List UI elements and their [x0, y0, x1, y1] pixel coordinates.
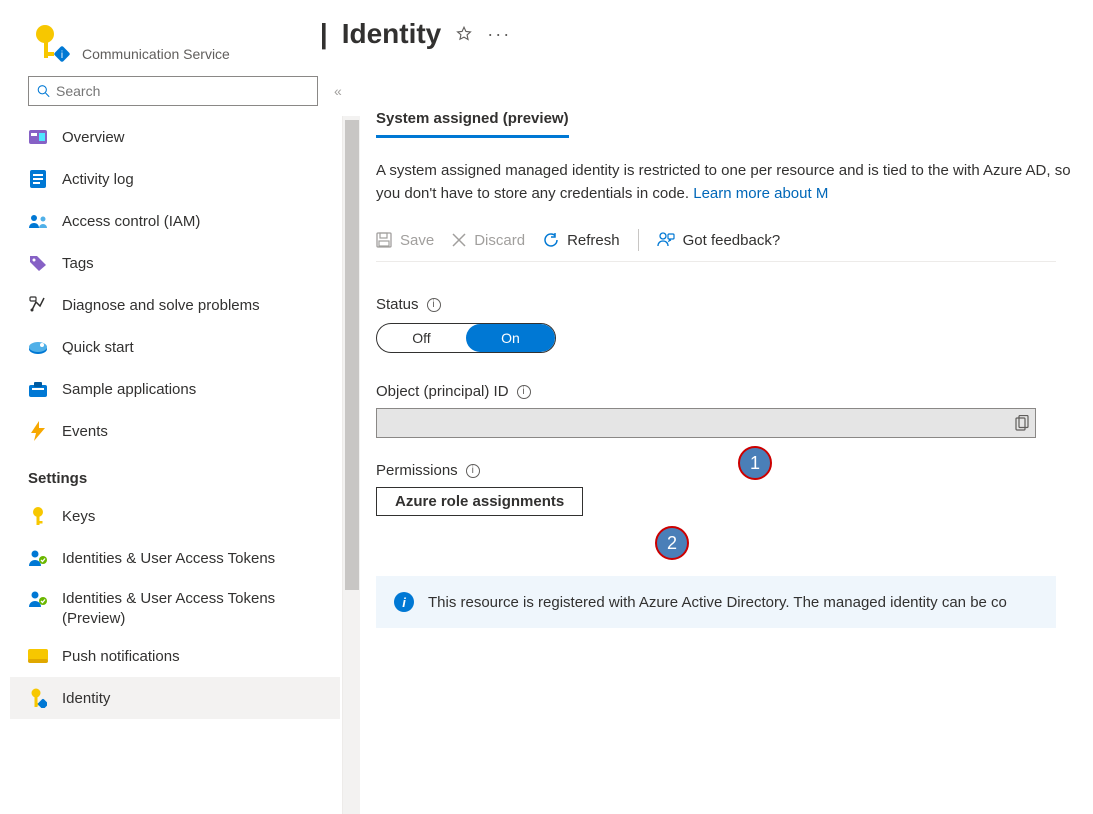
object-id-field: [376, 408, 1036, 438]
description-text: A system assigned managed identity is re…: [376, 160, 1076, 205]
sidebar-section-settings: Settings: [10, 452, 340, 495]
sidebar-item-sample-apps[interactable]: Sample applications: [10, 368, 340, 410]
callout-1: 1: [738, 446, 772, 480]
toolbar: Save Discard Refresh Got feedback?: [376, 229, 1056, 262]
favorite-star-icon[interactable]: [455, 25, 473, 43]
sidebar-item-label: Overview: [62, 129, 125, 146]
quickstart-icon: [28, 337, 48, 357]
info-banner: i This resource is registered with Azure…: [376, 576, 1056, 628]
sidebar-item-keys[interactable]: Keys: [10, 495, 340, 537]
service-key-icon: i: [30, 22, 70, 62]
feedback-label: Got feedback?: [683, 232, 781, 249]
sidebar-item-label: Identities & User Access Tokens: [62, 550, 275, 567]
refresh-icon: [543, 232, 559, 248]
sidebar-item-label: Identities & User Access Tokens (Preview…: [62, 589, 340, 628]
sidebar-item-activity-log[interactable]: Activity log: [10, 158, 340, 200]
status-toggle[interactable]: Off On: [376, 323, 556, 353]
feedback-button[interactable]: Got feedback?: [657, 232, 781, 249]
collapse-sidebar-icon[interactable]: «: [334, 83, 342, 99]
sidebar-item-events[interactable]: Events: [10, 410, 340, 452]
status-label: Status i: [376, 296, 1093, 313]
main-content: System assigned (preview) A system assig…: [360, 70, 1093, 814]
page-title: Identity: [342, 18, 442, 50]
identities-icon: [28, 548, 48, 568]
learn-more-link[interactable]: Learn more about M: [693, 185, 828, 202]
page-title-separator: |: [320, 18, 328, 50]
sidebar-item-label: Identity: [62, 690, 110, 707]
object-id-label: Object (principal) ID i: [376, 383, 1093, 400]
copy-icon[interactable]: [1015, 415, 1029, 431]
object-id-label-text: Object (principal) ID: [376, 383, 509, 400]
sidebar-item-label: Activity log: [62, 171, 134, 188]
tab-system-assigned[interactable]: System assigned (preview): [376, 110, 569, 138]
sidebar-item-label: Quick start: [62, 339, 134, 356]
sidebar-scrollbar[interactable]: ▲: [342, 116, 360, 814]
discard-label: Discard: [474, 232, 525, 249]
refresh-button[interactable]: Refresh: [543, 232, 620, 249]
sidebar-item-identities-tokens[interactable]: Identities & User Access Tokens: [10, 537, 340, 579]
sidebar-item-label: Events: [62, 423, 108, 440]
sidebar-item-identities-tokens-preview[interactable]: Identities & User Access Tokens (Preview…: [10, 579, 340, 635]
sidebar-item-quickstart[interactable]: Quick start: [10, 326, 340, 368]
feedback-icon: [657, 232, 675, 248]
search-input[interactable]: [56, 83, 309, 99]
toggle-on[interactable]: On: [466, 324, 555, 352]
permissions-label-text: Permissions: [376, 462, 458, 479]
status-label-text: Status: [376, 296, 419, 313]
activity-log-icon: [28, 169, 48, 189]
save-icon: [376, 232, 392, 248]
overview-icon: [28, 127, 48, 147]
svg-text:i: i: [61, 50, 63, 61]
discard-button: Discard: [452, 232, 525, 249]
permissions-label: Permissions i: [376, 462, 1093, 479]
identities-icon: [28, 589, 48, 609]
sidebar-search[interactable]: [28, 76, 318, 106]
access-control-icon: [28, 211, 48, 231]
more-actions-icon[interactable]: ···: [487, 24, 511, 45]
save-button: Save: [376, 232, 434, 249]
info-banner-icon: i: [394, 592, 414, 612]
sidebar-item-label: Keys: [62, 508, 95, 525]
toggle-off[interactable]: Off: [377, 324, 466, 352]
sidebar-item-label: Sample applications: [62, 381, 196, 398]
events-icon: [28, 421, 48, 441]
page-header: i Communication Service | Identity ···: [0, 0, 1093, 70]
diagnose-icon: [28, 295, 48, 315]
sidebar-item-label: Access control (IAM): [62, 213, 200, 230]
sidebar-item-identity[interactable]: Identity: [10, 677, 340, 719]
sidebar-item-label: Diagnose and solve problems: [62, 297, 260, 314]
azure-role-assignments-button[interactable]: Azure role assignments: [376, 487, 583, 516]
identity-icon: [28, 688, 48, 708]
service-type-label: Communication Service: [82, 46, 230, 62]
discard-icon: [452, 233, 466, 247]
info-icon[interactable]: i: [466, 464, 480, 478]
toolbar-separator: [638, 229, 639, 251]
sidebar-item-overview[interactable]: Overview: [10, 116, 340, 158]
sidebar-item-push-notifications[interactable]: Push notifications: [10, 635, 340, 677]
sidebar-item-tags[interactable]: Tags: [10, 242, 340, 284]
keys-icon: [28, 506, 48, 526]
sidebar: « ▲ Overview Activity log: [0, 70, 360, 814]
push-icon: [28, 646, 48, 666]
sidebar-item-label: Push notifications: [62, 648, 180, 665]
sample-apps-icon: [28, 379, 48, 399]
info-banner-text: This resource is registered with Azure A…: [428, 594, 1007, 611]
search-icon: [37, 84, 50, 98]
info-icon[interactable]: i: [517, 385, 531, 399]
sidebar-item-access-control[interactable]: Access control (IAM): [10, 200, 340, 242]
tags-icon: [28, 253, 48, 273]
callout-2: 2: [655, 526, 689, 560]
refresh-label: Refresh: [567, 232, 620, 249]
sidebar-item-label: Tags: [62, 255, 94, 272]
info-icon[interactable]: i: [427, 298, 441, 312]
sidebar-item-diagnose[interactable]: Diagnose and solve problems: [10, 284, 340, 326]
save-label: Save: [400, 232, 434, 249]
